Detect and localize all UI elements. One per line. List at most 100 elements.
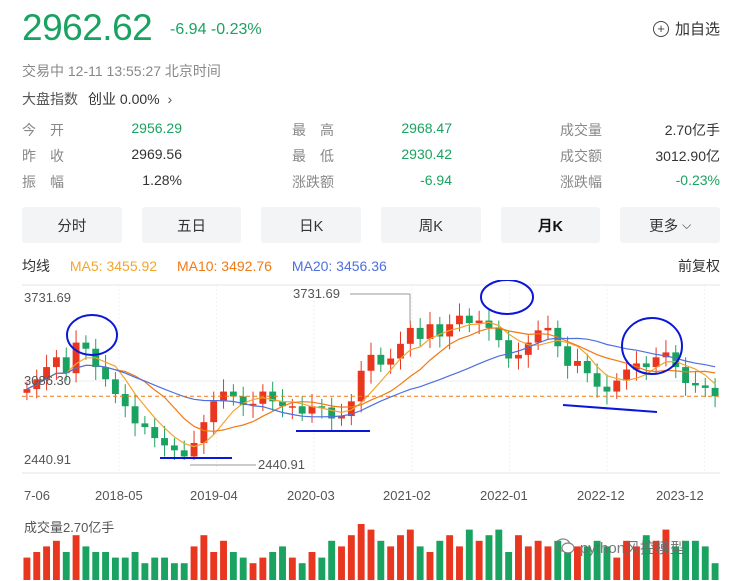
- current-price: 2962.62: [22, 7, 153, 48]
- candle-body: [387, 358, 395, 365]
- quote-value: -6.94: [420, 172, 452, 188]
- volume-bar: [170, 563, 178, 580]
- market-index-label: 大盘指数: [22, 91, 78, 107]
- min-price-label: 2440.91: [258, 457, 305, 472]
- candle-body: [161, 438, 168, 446]
- volume-bar: [347, 535, 355, 580]
- volume-bar: [436, 540, 444, 580]
- candle-body: [82, 342, 90, 349]
- volume-bar: [239, 557, 247, 580]
- volume-bar: [161, 557, 168, 580]
- candle-body: [328, 407, 336, 419]
- volume-bar: [691, 540, 699, 580]
- annotation-circle: [621, 317, 683, 375]
- chevron-down-icon: ⌵: [682, 217, 692, 232]
- volume-bar: [662, 529, 670, 580]
- candle-body: [102, 367, 110, 380]
- candle-body: [397, 343, 404, 359]
- volume-bar: [52, 540, 60, 580]
- ma-legend: 均线 MA5: 3455.92 MA10: 3492.76 MA20: 3456…: [22, 256, 720, 276]
- volume-bar: [111, 557, 119, 580]
- tab-五日[interactable]: 五日: [141, 207, 242, 243]
- x-tick-label: 2022-01: [480, 488, 528, 503]
- volume-bar: [583, 546, 591, 580]
- kline-chart[interactable]: 3731.69 3086.30 2440.91 3731.69 2440.91 7-06 2…: [0, 280, 738, 581]
- x-tick-label: 2021-02: [383, 488, 431, 503]
- candle-body: [357, 370, 365, 402]
- volume-bar: [564, 552, 572, 580]
- volume-bar: [338, 546, 345, 580]
- candle-body: [62, 357, 70, 374]
- price-adjust-toggle[interactable]: 前复权: [678, 258, 720, 274]
- candle-body: [288, 406, 296, 408]
- volume-bar: [33, 552, 41, 580]
- quote-label: 涨跌额: [292, 174, 334, 190]
- volume-bar: [465, 529, 473, 580]
- ma20-value: MA20: 3456.36: [291, 258, 387, 274]
- candle-body: [416, 327, 424, 339]
- volume-bar: [554, 540, 562, 580]
- market-index-value: 创业 0.00%: [88, 91, 160, 107]
- quote-value: 1.28%: [142, 172, 182, 188]
- candle-body: [406, 327, 414, 344]
- candle-body: [367, 354, 375, 371]
- candle-body: [505, 340, 513, 359]
- candle-body: [652, 357, 660, 368]
- volume-bar: [62, 552, 70, 580]
- ma5-line: [26, 321, 716, 448]
- candle-body: [23, 389, 31, 393]
- candle-body: [141, 423, 149, 428]
- annotation-circle: [480, 280, 534, 315]
- volume-bar: [446, 535, 454, 580]
- candle-body: [642, 363, 650, 368]
- tab-分时[interactable]: 分时: [22, 207, 122, 243]
- volume-bar: [229, 552, 237, 580]
- tab-日K[interactable]: 日K: [261, 207, 362, 243]
- volume-bar: [367, 529, 375, 580]
- max-price-label: 3731.69: [293, 286, 340, 301]
- candle-body: [131, 406, 139, 424]
- quote-label: 成交额: [560, 148, 602, 164]
- chevron-right-icon: ›: [167, 91, 173, 107]
- volume-bar: [593, 540, 601, 580]
- quote-value: 2969.56: [131, 146, 182, 162]
- candle-body: [229, 391, 237, 397]
- candle-body: [495, 327, 503, 341]
- candle-body: [180, 450, 188, 457]
- candle-body: [691, 382, 699, 386]
- quote-value: -0.23%: [675, 172, 720, 188]
- candle-body: [249, 403, 257, 406]
- quote-label: 成交量: [560, 122, 602, 138]
- candle-body: [456, 315, 463, 325]
- watermark-text: python风控模型: [580, 540, 686, 557]
- add-to-watchlist-button[interactable]: + 加自选: [652, 18, 720, 39]
- tab-更多[interactable]: 更多 ⌵: [620, 207, 721, 243]
- candle-body: [524, 342, 532, 355]
- candle-body: [672, 352, 680, 368]
- volume-bar: [652, 540, 660, 580]
- period-tabs: 分时 五日 日K 周K 月K 更多 ⌵: [22, 207, 721, 243]
- candle-body: [475, 320, 483, 324]
- quote-label: 昨 收: [22, 148, 64, 164]
- tab-月K[interactable]: 月K: [500, 207, 601, 243]
- volume-bar: [92, 552, 100, 580]
- candle-body: [377, 354, 385, 365]
- volume-bar: [387, 546, 395, 580]
- quote-label: 最 低: [292, 148, 334, 164]
- candle-body: [239, 396, 247, 406]
- annotation-circle: [66, 314, 118, 356]
- candle-body: [574, 360, 581, 366]
- candle-body: [121, 394, 129, 407]
- volume-bar: [495, 529, 503, 580]
- candle-body: [111, 379, 119, 395]
- volume-bar: [397, 535, 404, 580]
- candle-body: [43, 367, 51, 380]
- volume-bar: [72, 535, 80, 580]
- candle-body: [515, 354, 522, 359]
- candle-body: [465, 315, 473, 324]
- candle-body: [485, 320, 493, 328]
- tab-周K[interactable]: 周K: [381, 207, 481, 243]
- x-tick-label: 2023-12: [656, 488, 704, 503]
- market-index-link[interactable]: 大盘指数 创业 0.00% ›: [22, 89, 172, 109]
- candle-body: [544, 327, 552, 331]
